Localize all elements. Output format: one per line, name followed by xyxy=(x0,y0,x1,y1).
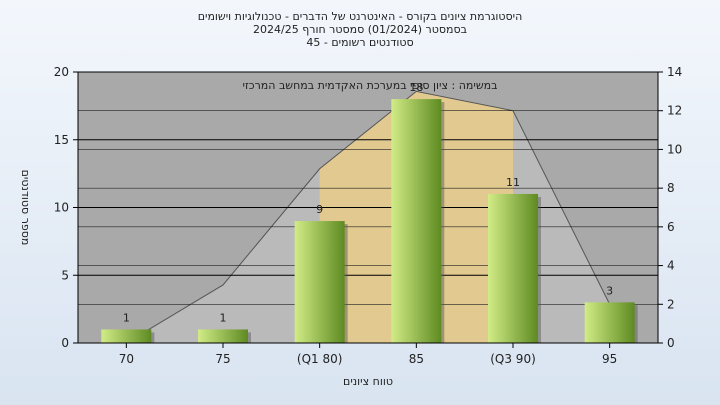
title-line-3: סטודנטים רשומים - 45 xyxy=(306,36,414,49)
bar xyxy=(294,221,345,343)
title-line-1: היסטוגרמת ציונים בקורס - האינטרנט של הדב… xyxy=(197,10,523,23)
bar xyxy=(101,329,152,343)
data-label: 3 xyxy=(606,284,613,297)
bar xyxy=(391,99,442,343)
chart-title: היסטוגרמת ציונים בקורס - האינטרנט של הדב… xyxy=(0,10,720,49)
x-tick-label: 75 xyxy=(215,352,230,366)
y-axis-label: מספר סטודנטים xyxy=(19,170,32,246)
x-tick-label: 85 xyxy=(409,352,424,366)
y2-tick-label: 2 xyxy=(667,297,675,311)
y-tick-label: 5 xyxy=(61,268,69,282)
x-tick-label: 95 xyxy=(602,352,617,366)
title-line-2: בסמסטר (01/2024) סמסטר חורף 2024/25 xyxy=(253,23,467,36)
x-tick-label: (Q3 90) xyxy=(490,352,536,366)
y2-tick-label: 12 xyxy=(667,104,682,118)
y2-tick-label: 0 xyxy=(667,336,675,350)
data-label: 9 xyxy=(316,203,323,216)
y2-tick-label: 4 xyxy=(667,259,675,273)
chart-annotation: במשימה : ציון סופי במערכת האקדמית במחשב … xyxy=(243,79,498,92)
data-label: 1 xyxy=(123,311,130,324)
y2-tick-label: 6 xyxy=(667,220,675,234)
y2-tick-label: 8 xyxy=(667,181,675,195)
y2-tick-label: 10 xyxy=(667,142,682,156)
y-tick-label: 15 xyxy=(54,133,69,147)
data-label: 18 xyxy=(409,81,423,94)
area-series-outline xyxy=(126,90,611,344)
bar xyxy=(198,329,248,343)
x-axis-label: טווח ציונים xyxy=(343,375,393,388)
y2-tick-label: 14 xyxy=(667,65,682,79)
x-tick-label: (Q1 80) xyxy=(297,352,343,366)
y-tick-label: 0 xyxy=(61,336,69,350)
data-label: 11 xyxy=(506,176,520,189)
data-label: 1 xyxy=(220,311,227,324)
x-tick-label: 70 xyxy=(119,352,134,366)
bar xyxy=(584,302,635,343)
bar xyxy=(488,193,538,343)
y-tick-label: 10 xyxy=(54,201,69,215)
y-tick-label: 20 xyxy=(54,65,69,79)
